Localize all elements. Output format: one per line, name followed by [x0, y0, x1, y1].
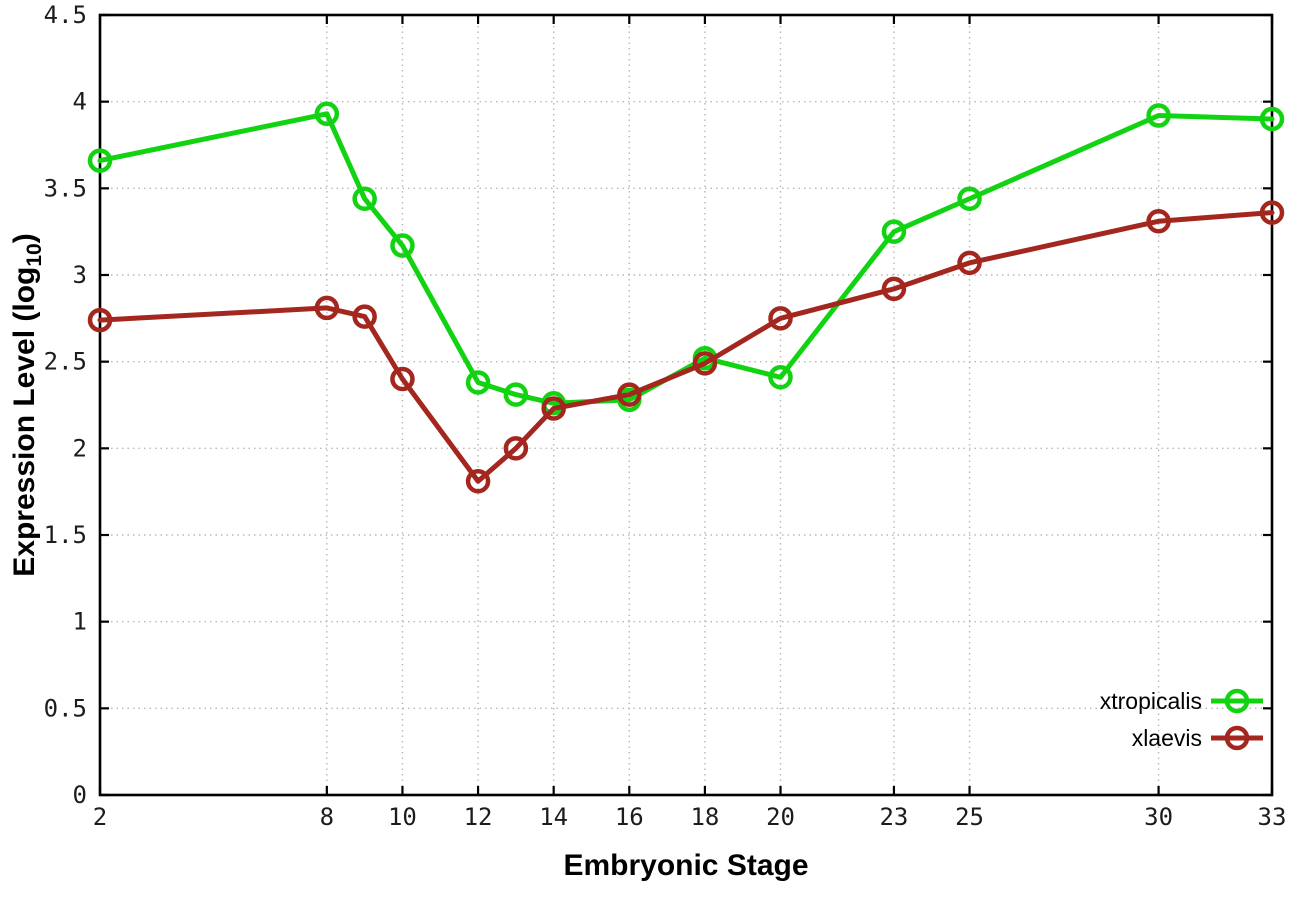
x-tick-label: 23	[879, 803, 908, 831]
data-point-xtropicalis	[503, 382, 529, 407]
y-tick-label: 3	[73, 261, 87, 289]
data-point-xlaevis	[503, 436, 529, 461]
data-point-xlaevis	[768, 306, 793, 331]
data-point-xtropicalis	[390, 233, 415, 258]
data-point-xlaevis	[881, 276, 907, 302]
x-tick-label: 30	[1144, 803, 1173, 831]
x-tick-label: 2	[93, 803, 107, 831]
data-point-xtropicalis	[87, 148, 113, 173]
series-line-xtropicalis	[97, 111, 1275, 406]
x-tick-label: 8	[320, 803, 334, 831]
data-point-xlaevis	[465, 469, 491, 494]
data-point-xlaevis	[390, 366, 415, 392]
y-tick-label: 4	[73, 88, 87, 116]
y-tick-label: 1	[73, 608, 87, 636]
legend-sample-marker-xlaevis	[1224, 725, 1250, 751]
y-tick-label: 2	[73, 434, 87, 462]
x-tick-label: 18	[690, 803, 719, 831]
x-tick-label: 16	[615, 803, 644, 831]
y-tick-label: 2.5	[44, 348, 87, 376]
legend-label-xtropicalis: xtropicalis	[1100, 688, 1202, 714]
data-point-xlaevis	[541, 396, 566, 421]
data-point-xtropicalis	[881, 219, 907, 244]
y-tick-label: 1.5	[44, 521, 87, 549]
x-tick-label: 12	[464, 803, 493, 831]
data-point-xtropicalis	[768, 365, 793, 390]
data-point-xlaevis	[352, 304, 377, 329]
data-point-xtropicalis	[314, 101, 340, 127]
data-point-xlaevis	[617, 382, 642, 407]
data-point-xlaevis	[314, 295, 340, 321]
plot-border	[98, 13, 1274, 797]
legend-sample-marker-xtropicalis	[1224, 688, 1250, 714]
series-line-xlaevis	[97, 210, 1275, 484]
x-axis-title: Embryonic Stage	[563, 849, 808, 882]
data-point-xtropicalis	[1146, 103, 1171, 128]
y-axis-title: Expression Level (log10)	[8, 233, 46, 576]
data-point-xlaevis	[692, 351, 718, 376]
y-tick-label: 4.5	[44, 1, 87, 29]
x-tick-label: 14	[539, 803, 568, 831]
x-tick-label: 25	[955, 803, 984, 831]
y-tick-label: 0	[73, 781, 87, 809]
y-tick-label: 3.5	[44, 174, 87, 202]
legend-label-xlaevis: xlaevis	[1132, 725, 1202, 751]
data-point-xtropicalis	[1259, 106, 1285, 132]
data-point-xtropicalis	[465, 370, 491, 395]
y-tick-label: 0.5	[44, 694, 87, 722]
x-tick-label: 20	[766, 803, 795, 831]
x-tick-label: 10	[388, 803, 417, 831]
data-point-xlaevis	[1146, 209, 1171, 234]
data-point-xtropicalis	[352, 186, 377, 211]
data-point-xlaevis	[87, 307, 113, 333]
x-tick-label: 33	[1258, 803, 1287, 831]
data-point-xtropicalis	[957, 186, 982, 211]
data-point-xlaevis	[1259, 200, 1285, 225]
data-point-xlaevis	[957, 250, 982, 276]
